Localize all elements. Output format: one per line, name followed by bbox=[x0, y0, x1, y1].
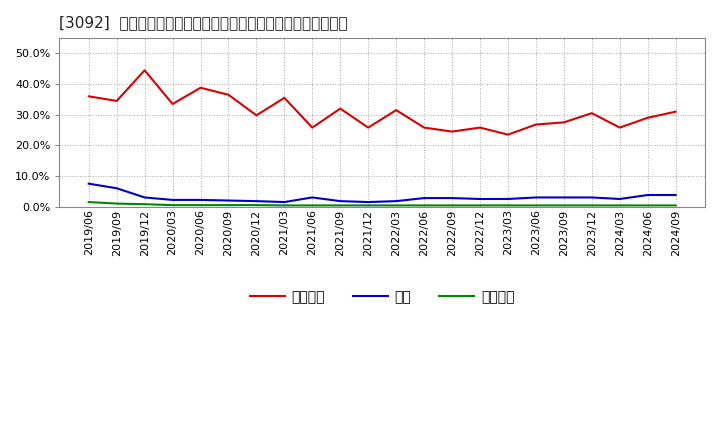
売上債権 bbox=[84, 94, 93, 99]
在庫 bbox=[140, 195, 149, 200]
在庫 bbox=[392, 198, 400, 204]
買入債務 bbox=[224, 202, 233, 208]
売上債権 bbox=[392, 107, 400, 113]
買入債務 bbox=[252, 202, 261, 208]
売上債権 bbox=[140, 68, 149, 73]
売上債権 bbox=[336, 106, 345, 111]
買入債務 bbox=[308, 203, 317, 208]
買入債務 bbox=[644, 203, 652, 208]
在庫 bbox=[224, 198, 233, 203]
売上債権 bbox=[308, 125, 317, 130]
在庫 bbox=[588, 195, 596, 200]
売上債権 bbox=[364, 125, 372, 130]
売上債権 bbox=[112, 98, 121, 103]
売上債権 bbox=[559, 120, 568, 125]
在庫 bbox=[112, 186, 121, 191]
売上債権 bbox=[476, 125, 485, 130]
買入債務 bbox=[168, 202, 177, 208]
買入債務 bbox=[197, 202, 205, 208]
Text: [3092]  売上債権、在庫、買入債務の総資産に対する比率の推移: [3092] 売上債権、在庫、買入債務の総資産に対する比率の推移 bbox=[60, 15, 348, 30]
売上債権 bbox=[616, 125, 624, 130]
買入債務 bbox=[84, 199, 93, 205]
在庫 bbox=[336, 198, 345, 204]
在庫 bbox=[671, 192, 680, 198]
Legend: 売上債権, 在庫, 買入債務: 売上債権, 在庫, 買入債務 bbox=[245, 284, 520, 309]
在庫 bbox=[616, 196, 624, 202]
買入債務 bbox=[476, 203, 485, 208]
買入債務 bbox=[280, 203, 289, 208]
売上債権 bbox=[588, 110, 596, 116]
在庫 bbox=[504, 196, 513, 202]
買入債務 bbox=[140, 202, 149, 207]
在庫 bbox=[531, 195, 540, 200]
Line: 買入債務: 買入債務 bbox=[89, 202, 675, 205]
買入債務 bbox=[112, 201, 121, 206]
買入債務 bbox=[392, 203, 400, 208]
在庫 bbox=[280, 199, 289, 205]
在庫 bbox=[448, 195, 456, 201]
売上債権 bbox=[197, 85, 205, 90]
在庫 bbox=[197, 197, 205, 202]
買入債務 bbox=[504, 203, 513, 208]
売上債権 bbox=[168, 101, 177, 106]
売上債権 bbox=[671, 109, 680, 114]
買入債務 bbox=[364, 203, 372, 208]
売上債権 bbox=[504, 132, 513, 137]
在庫 bbox=[476, 196, 485, 202]
Line: 在庫: 在庫 bbox=[89, 183, 675, 202]
売上債権 bbox=[280, 95, 289, 100]
在庫 bbox=[364, 199, 372, 205]
在庫 bbox=[168, 197, 177, 202]
買入債務 bbox=[588, 203, 596, 208]
在庫 bbox=[84, 181, 93, 186]
在庫 bbox=[559, 195, 568, 200]
在庫 bbox=[308, 195, 317, 200]
買入債務 bbox=[531, 203, 540, 208]
買入債務 bbox=[420, 203, 428, 208]
買入債務 bbox=[448, 203, 456, 208]
買入債務 bbox=[559, 203, 568, 208]
売上債権 bbox=[420, 125, 428, 130]
買入債務 bbox=[616, 203, 624, 208]
Line: 売上債権: 売上債権 bbox=[89, 70, 675, 135]
買入債務 bbox=[336, 203, 345, 208]
在庫 bbox=[252, 198, 261, 204]
買入債務 bbox=[671, 203, 680, 208]
在庫 bbox=[644, 192, 652, 198]
売上債権 bbox=[448, 129, 456, 134]
売上債権 bbox=[252, 113, 261, 118]
売上債権 bbox=[531, 122, 540, 127]
在庫 bbox=[420, 195, 428, 201]
売上債権 bbox=[224, 92, 233, 97]
売上債権 bbox=[644, 115, 652, 121]
